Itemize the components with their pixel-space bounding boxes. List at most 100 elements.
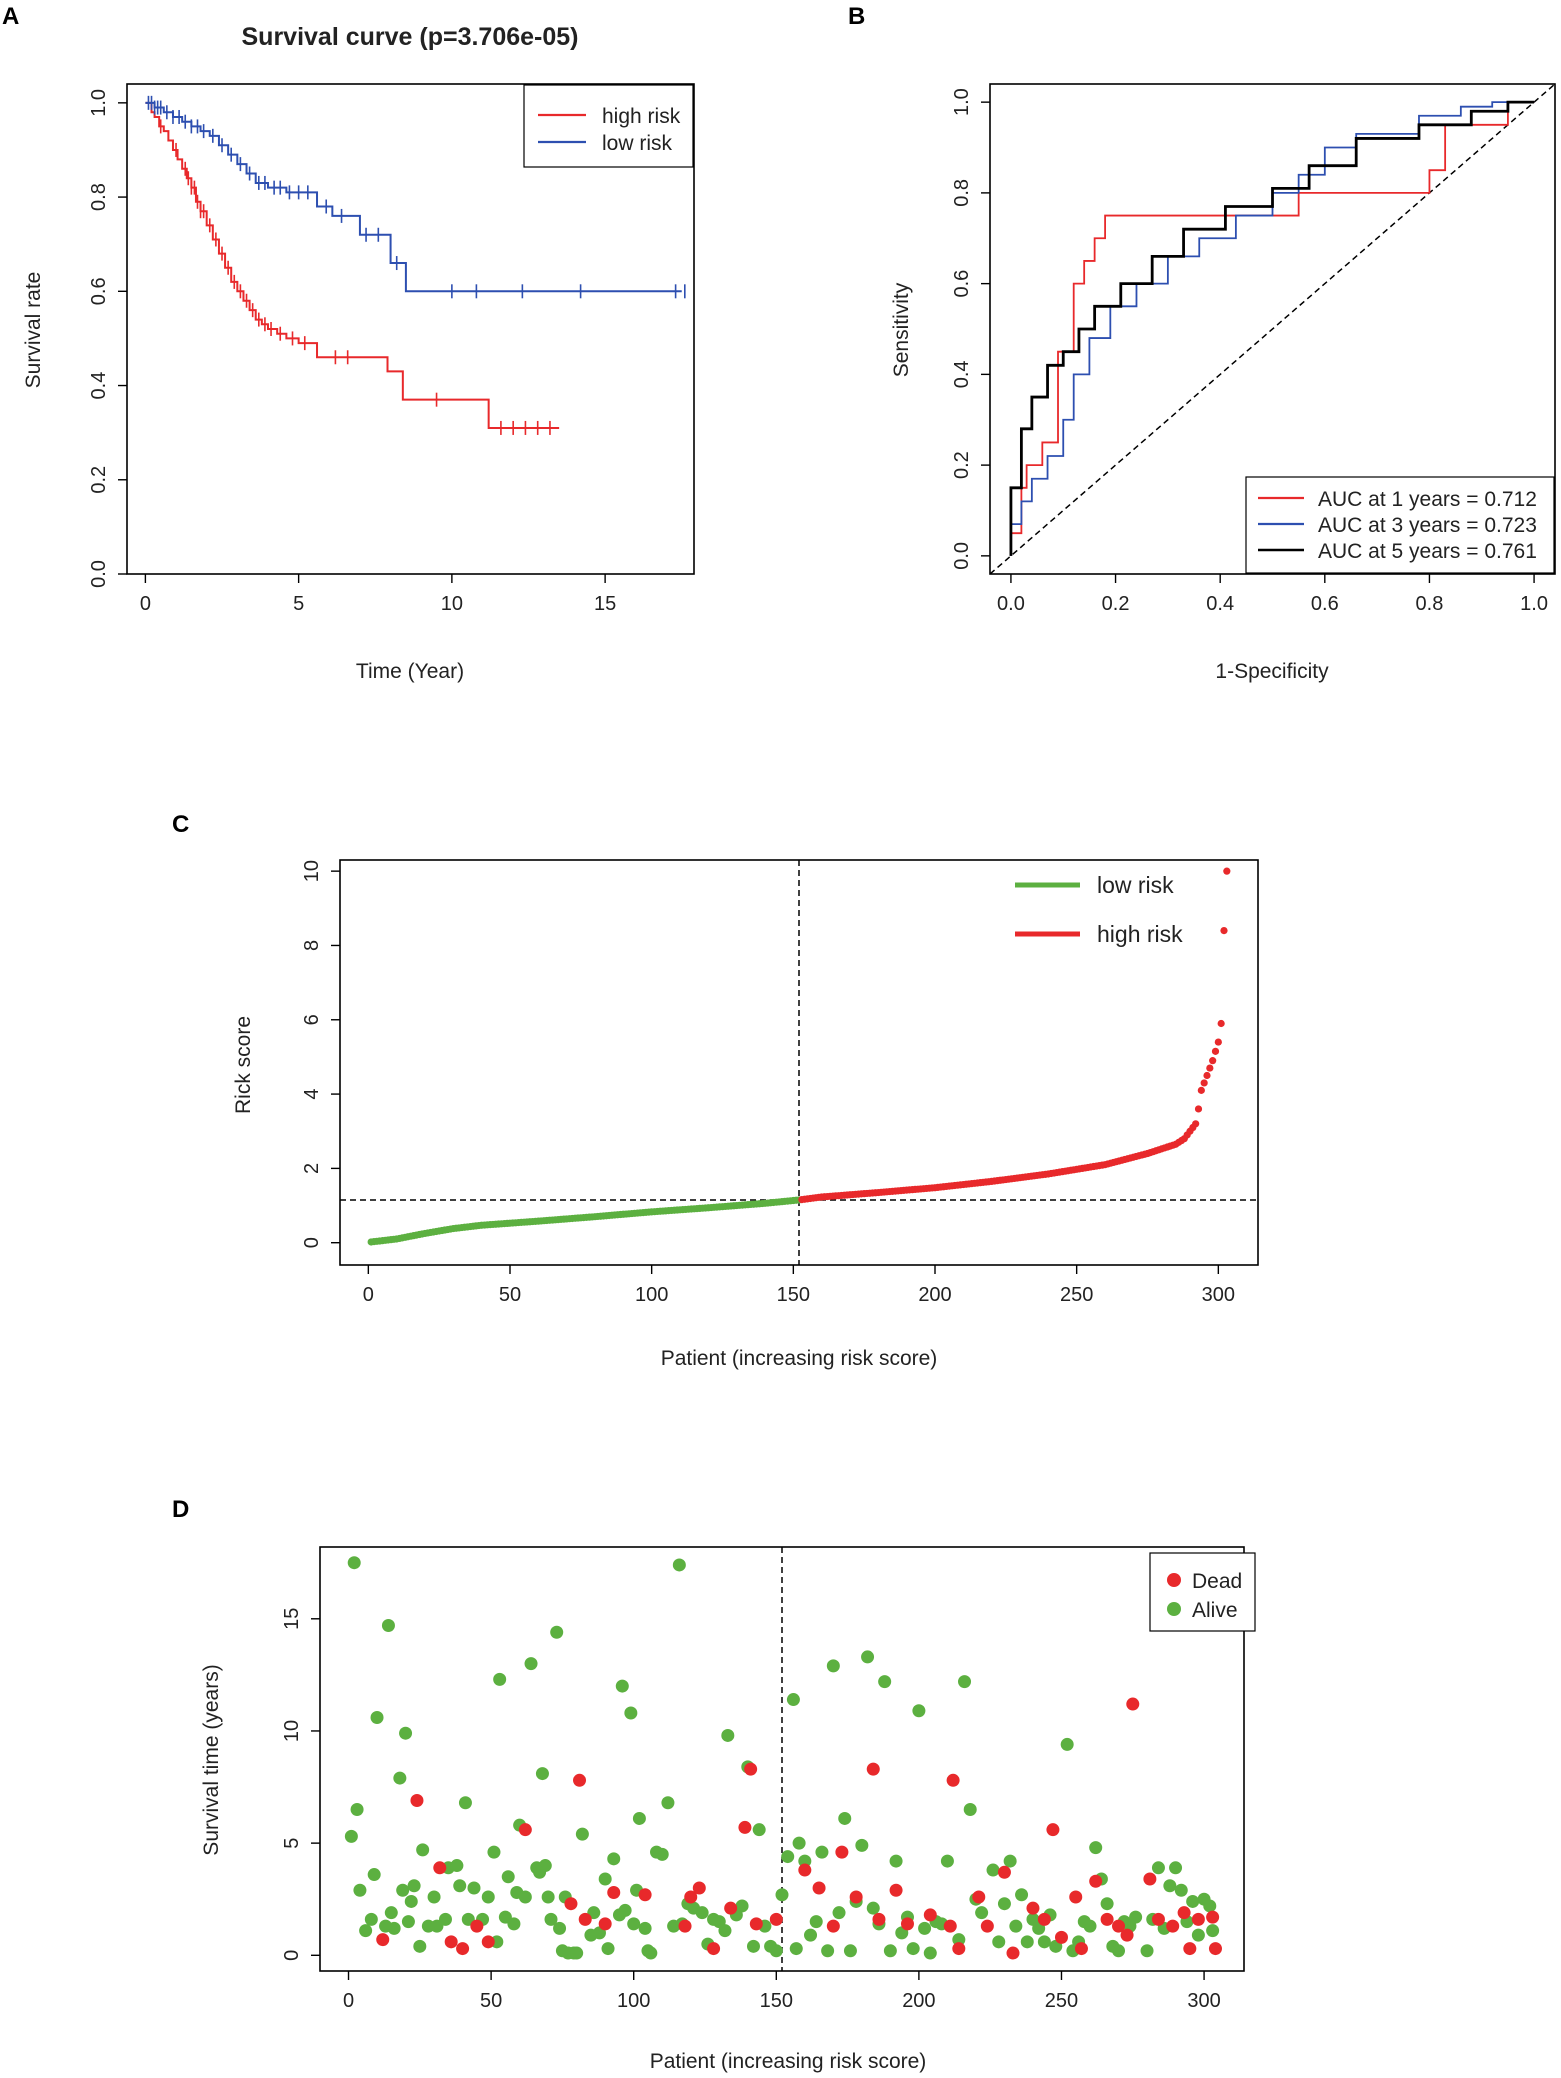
panel-d-point-dead bbox=[724, 1901, 738, 1915]
panel-c-xlabel: Patient (increasing risk score) bbox=[661, 1347, 938, 1370]
panel-d-point-alive bbox=[344, 1829, 358, 1843]
panel-a-curve-low-risk bbox=[145, 101, 682, 293]
panel-d-point-alive bbox=[387, 1921, 401, 1935]
panel-d-point-alive bbox=[404, 1894, 418, 1908]
panel-c-point-high-risk bbox=[1197, 1086, 1205, 1094]
panel-b-label: B bbox=[848, 3, 865, 30]
panel-d-xtick-label: 100 bbox=[617, 1990, 650, 2012]
panel-d-point-alive bbox=[1037, 1935, 1051, 1949]
panel-d-point-dead bbox=[433, 1861, 447, 1875]
panel-d-point-alive bbox=[986, 1863, 1000, 1877]
panel-d-point-dead bbox=[481, 1935, 495, 1949]
panel-d-xtick-label: 0 bbox=[343, 1990, 354, 2012]
panel-d-point-alive bbox=[541, 1890, 555, 1904]
panel-d-point-dead bbox=[812, 1881, 826, 1895]
panel-d-ytick-label: 15 bbox=[281, 1608, 303, 1630]
panel-a-ticks: 0 5 10 15 0.0 0.2 0.4 0.6 0.8 1.0 bbox=[88, 89, 616, 615]
panel-d-point-dead bbox=[1183, 1942, 1197, 1956]
panel-d-point-alive bbox=[1003, 1854, 1017, 1868]
panel-d-point-alive bbox=[347, 1556, 361, 1570]
panel-d-point-dead bbox=[444, 1935, 458, 1949]
panel-a-label: A bbox=[2, 3, 19, 30]
panel-b-plot-frame bbox=[989, 83, 1556, 575]
panel-d-point-dead bbox=[692, 1881, 706, 1895]
panel-d-point-alive bbox=[407, 1879, 421, 1893]
panel-d-point-dead bbox=[598, 1917, 612, 1931]
panel-d-point-dead bbox=[972, 1890, 986, 1904]
panel-d-point-alive bbox=[401, 1915, 415, 1929]
panel-d-point-alive bbox=[792, 1836, 806, 1850]
panel-d-point-dead bbox=[946, 1773, 960, 1787]
panel-a-ytick-label: 1.0 bbox=[88, 89, 110, 117]
panel-d-point-alive bbox=[721, 1728, 735, 1742]
panel-d-point-alive bbox=[624, 1706, 638, 1720]
panel-d-point-alive bbox=[598, 1872, 612, 1886]
panel-d-point-alive bbox=[1020, 1935, 1034, 1949]
panel-a-xtick-label: 10 bbox=[441, 593, 463, 615]
panel-d-legend: Dead Alive bbox=[1149, 1552, 1256, 1632]
panel-d-point-dead bbox=[849, 1890, 863, 1904]
panel-d-legend-dead: Dead bbox=[1192, 1570, 1242, 1593]
panel-c-ytick-label: 0 bbox=[301, 1237, 323, 1248]
panel-d-xtick-label: 200 bbox=[902, 1990, 935, 2012]
panel-d-point-alive bbox=[453, 1879, 467, 1893]
panel-c-ytick-label: 4 bbox=[301, 1089, 323, 1100]
panel-d-point-alive bbox=[781, 1850, 795, 1864]
panel-d-point-alive bbox=[1009, 1919, 1023, 1933]
panel-d-point-dead bbox=[1037, 1912, 1051, 1926]
panel-d-point-alive bbox=[518, 1890, 532, 1904]
panel-d-point-dead bbox=[749, 1917, 763, 1931]
panel-b-roc-curve-1y bbox=[1010, 101, 1535, 556]
panel-c: C 0 50 100 150 200 250 300 0 2 4 6 8 10 Patient (inc… bbox=[172, 811, 1259, 1370]
panel-d-point-dead bbox=[1151, 1912, 1165, 1926]
panel-d-point-alive bbox=[458, 1796, 472, 1810]
panel-c-xtick-label: 0 bbox=[363, 1284, 374, 1306]
panel-d-point-dead bbox=[889, 1883, 903, 1897]
panel-d-point-dead bbox=[707, 1942, 721, 1956]
panel-d-point-alive bbox=[1140, 1944, 1154, 1958]
panel-d-point-alive bbox=[746, 1939, 760, 1953]
panel-b-xtick-label: 0.6 bbox=[1311, 593, 1339, 615]
panel-d-point-alive bbox=[399, 1726, 413, 1740]
panel-d-point-dead bbox=[1074, 1942, 1088, 1956]
panel-d-point-alive bbox=[843, 1944, 857, 1958]
panel-c-series bbox=[367, 867, 1231, 1246]
panel-d-point-alive bbox=[975, 1906, 989, 1920]
panel-d-point-dead bbox=[684, 1890, 698, 1904]
panel-c-point-high-risk bbox=[1192, 1120, 1200, 1128]
panel-a-curve-high-risk bbox=[145, 101, 560, 429]
panel-b-ticks: 0.0 0.2 0.4 0.6 0.8 1.0 0.0 0.2 0.4 0.6 0.8 1.0 bbox=[951, 88, 1548, 615]
panel-d-point-dead bbox=[1206, 1910, 1220, 1924]
panel-d-point-dead bbox=[1069, 1890, 1083, 1904]
panel-c-point-high-risk bbox=[1223, 867, 1231, 875]
panel-d-point-alive bbox=[1203, 1899, 1217, 1913]
panel-d-ticks: 0 50 100 150 200 250 300 0 5 10 15 bbox=[281, 1608, 1221, 2012]
panel-d-point-alive bbox=[798, 1854, 812, 1868]
panel-d-point-dead bbox=[1120, 1928, 1134, 1942]
panel-d-point-dead bbox=[573, 1773, 587, 1787]
panel-d-legend-swatch-alive bbox=[1167, 1602, 1181, 1616]
panel-d-point-alive bbox=[1083, 1919, 1097, 1933]
panel-d-point-dead bbox=[1126, 1697, 1140, 1711]
panel-b-legend: AUC at 1 years = 0.712 AUC at 3 years = … bbox=[1245, 476, 1555, 574]
panel-d-point-alive bbox=[1015, 1888, 1029, 1902]
panel-c-point-high-risk bbox=[1214, 1038, 1222, 1046]
panel-d-point-alive bbox=[353, 1883, 367, 1897]
panel-b-xtick-label: 0.4 bbox=[1206, 593, 1234, 615]
panel-d-point-alive bbox=[855, 1838, 869, 1852]
panel-a-title: Survival curve (p=3.706e-05) bbox=[242, 23, 579, 51]
panel-d-point-dead bbox=[1026, 1901, 1040, 1915]
panel-b-ytick-label: 0.8 bbox=[951, 179, 973, 207]
panel-d-point-alive bbox=[1089, 1841, 1103, 1855]
panel-c-xtick-label: 150 bbox=[777, 1284, 810, 1306]
panel-d-point-alive bbox=[866, 1901, 880, 1915]
panel-a-ytick-label: 0.4 bbox=[88, 372, 110, 400]
panel-d-legend-alive: Alive bbox=[1192, 1599, 1238, 1622]
panel-d-point-alive bbox=[501, 1870, 515, 1884]
panel-d-point-alive bbox=[923, 1946, 937, 1960]
panel-d-point-alive bbox=[1174, 1883, 1188, 1897]
panel-d-point-alive bbox=[655, 1847, 669, 1861]
panel-c-point-high-risk bbox=[1211, 1047, 1220, 1055]
panel-d-ytick-label: 0 bbox=[281, 1950, 303, 1961]
panel-c-point-high-risk bbox=[1203, 1071, 1211, 1080]
